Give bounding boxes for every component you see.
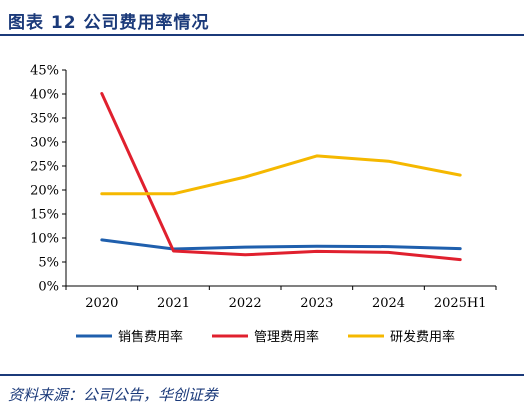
chart-axes: 0% 5% 10% 15% 20% 25% 30% 35% 40% 45% 2020 2021 2022…	[30, 64, 497, 311]
legend-label: 管理费用率	[254, 329, 319, 345]
y-tick-label: 0%	[38, 280, 59, 295]
y-tick-label: 15%	[30, 208, 59, 223]
y-tick-label: 10%	[30, 232, 59, 247]
y-tick-label: 40%	[30, 88, 59, 103]
x-tick-label: 2024	[372, 296, 405, 311]
figure-header: 图表 12 公司费用率情况	[6, 4, 518, 34]
legend-label: 研发费用率	[390, 329, 455, 345]
y-tick-label: 30%	[30, 136, 59, 151]
series-line-2	[100, 92, 462, 262]
y-tick-label: 45%	[30, 64, 59, 79]
series-line-3	[100, 154, 462, 196]
y-tick-label: 25%	[30, 160, 59, 175]
source-note: 资料来源：公司公告，华创证券	[8, 386, 219, 404]
x-tick-label: 2020	[85, 296, 118, 311]
x-tick-label: 2025H1	[434, 296, 487, 311]
y-tick-label: 20%	[30, 184, 59, 199]
figure-title: 图表 12 公司费用率情况	[8, 13, 210, 33]
chart-series	[100, 92, 462, 262]
y-tick-label: 5%	[38, 256, 59, 271]
legend-label: 销售费用率	[118, 329, 183, 345]
x-tick-label: 2023	[300, 296, 333, 311]
x-tick-label: 2022	[229, 296, 262, 311]
x-tick-label: 2021	[157, 296, 190, 311]
y-tick-label: 35%	[30, 112, 59, 127]
title-rule	[0, 34, 524, 36]
series-line-1	[100, 238, 462, 251]
chart-legend: 销售费用率 管理费用率 研发费用率	[76, 329, 455, 345]
source-rule	[0, 374, 524, 376]
